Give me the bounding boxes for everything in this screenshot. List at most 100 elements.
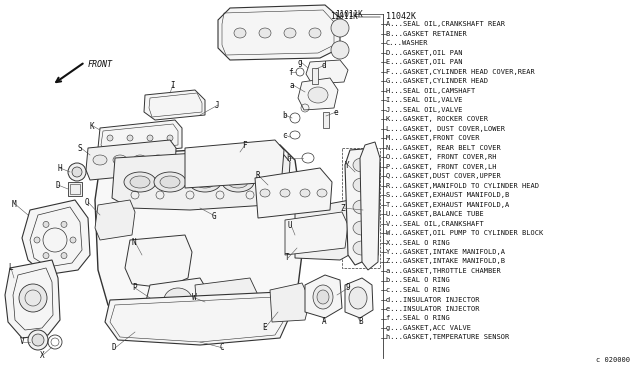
Ellipse shape (353, 200, 371, 214)
Bar (70, 184, 80, 194)
Text: F: F (242, 141, 246, 150)
Text: c 020000: c 020000 (596, 357, 630, 363)
Text: Y: Y (345, 160, 349, 170)
Ellipse shape (331, 41, 349, 59)
Text: M...GASKET,FRONT COVER: M...GASKET,FRONT COVER (386, 135, 479, 141)
Ellipse shape (107, 135, 113, 141)
Ellipse shape (127, 135, 133, 141)
Text: D: D (112, 343, 116, 353)
Ellipse shape (147, 135, 153, 141)
Ellipse shape (68, 163, 86, 181)
Ellipse shape (309, 28, 321, 38)
Ellipse shape (284, 28, 296, 38)
Ellipse shape (32, 334, 44, 346)
Text: H: H (57, 164, 61, 173)
Text: e...INSULATOR INJECTOR: e...INSULATOR INJECTOR (386, 306, 479, 312)
Ellipse shape (133, 155, 147, 165)
Text: 11011K: 11011K (330, 12, 358, 21)
Text: V...SEAL OIL,CRANKSHAFT: V...SEAL OIL,CRANKSHAFT (386, 221, 484, 227)
Polygon shape (255, 168, 332, 218)
Text: X: X (40, 350, 45, 359)
Ellipse shape (234, 28, 246, 38)
Polygon shape (285, 212, 348, 255)
Polygon shape (98, 120, 182, 156)
Ellipse shape (19, 284, 47, 312)
Polygon shape (86, 140, 176, 180)
Polygon shape (305, 275, 342, 318)
Polygon shape (345, 278, 373, 318)
Ellipse shape (228, 176, 248, 188)
Polygon shape (295, 200, 360, 260)
Text: S: S (78, 144, 83, 153)
Text: T: T (285, 253, 290, 263)
Polygon shape (195, 278, 258, 320)
Polygon shape (145, 278, 210, 325)
Ellipse shape (280, 189, 290, 197)
Text: X...SEAL O RING: X...SEAL O RING (386, 240, 450, 246)
Text: D: D (55, 180, 60, 189)
Text: J: J (215, 100, 220, 109)
Text: T...GASKET,EXHAUST MANIFOLD,A: T...GASKET,EXHAUST MANIFOLD,A (386, 202, 509, 208)
Text: K...GASKET, ROCKER COVER: K...GASKET, ROCKER COVER (386, 116, 488, 122)
Text: A: A (322, 317, 326, 327)
Text: K: K (90, 122, 95, 131)
Polygon shape (185, 140, 284, 188)
Ellipse shape (164, 288, 192, 312)
Text: A...SEAL OIL,CRANKSHAFT REAR: A...SEAL OIL,CRANKSHAFT REAR (386, 21, 505, 27)
Polygon shape (95, 145, 305, 330)
Text: c...SEAL O RING: c...SEAL O RING (386, 287, 450, 293)
Polygon shape (22, 200, 90, 275)
Polygon shape (105, 292, 288, 345)
Text: J...SEAL OIL,VALVE: J...SEAL OIL,VALVE (386, 106, 463, 112)
Text: Q...GASKET,DUST COVER,UPPER: Q...GASKET,DUST COVER,UPPER (386, 173, 500, 179)
Ellipse shape (353, 178, 371, 192)
Ellipse shape (353, 241, 371, 255)
Text: h...GASKET,TEMPERATURE SENSOR: h...GASKET,TEMPERATURE SENSOR (386, 334, 509, 340)
Text: f: f (288, 67, 292, 77)
Text: F...GASKET,CYLINDER HEAD COVER,REAR: F...GASKET,CYLINDER HEAD COVER,REAR (386, 68, 535, 74)
Ellipse shape (298, 225, 312, 235)
Ellipse shape (317, 189, 327, 197)
Text: 9: 9 (345, 283, 349, 292)
Text: B: B (358, 317, 363, 327)
Ellipse shape (331, 225, 345, 235)
Text: D...GASKET,OIL PAN: D...GASKET,OIL PAN (386, 49, 463, 55)
Text: a: a (290, 80, 294, 90)
Ellipse shape (113, 155, 127, 165)
Text: Z...GASKET,INTAKE MANIFOLD,B: Z...GASKET,INTAKE MANIFOLD,B (386, 259, 505, 264)
Text: 11011K: 11011K (335, 10, 363, 19)
Ellipse shape (317, 290, 329, 304)
Text: b: b (282, 110, 287, 119)
Text: N: N (132, 237, 136, 247)
Text: G: G (212, 212, 216, 221)
Ellipse shape (308, 87, 328, 103)
Polygon shape (345, 148, 380, 265)
Bar (323, 112, 329, 128)
Bar (68, 182, 82, 196)
Ellipse shape (331, 19, 349, 37)
Ellipse shape (154, 172, 186, 192)
Ellipse shape (70, 237, 76, 243)
Polygon shape (144, 90, 205, 120)
Ellipse shape (349, 287, 367, 309)
Bar (312, 68, 318, 84)
Ellipse shape (353, 158, 371, 172)
Text: b...SEAL O RING: b...SEAL O RING (386, 278, 450, 283)
Text: R: R (255, 170, 260, 180)
Text: W: W (192, 294, 196, 302)
Text: Y...GASKET,INTAKE MANIFOLD,A: Y...GASKET,INTAKE MANIFOLD,A (386, 249, 505, 255)
Ellipse shape (222, 172, 254, 192)
Polygon shape (112, 148, 290, 210)
Ellipse shape (160, 176, 180, 188)
Text: W...GASKET,OIL PUMP TO CYLINDER BLOCK: W...GASKET,OIL PUMP TO CYLINDER BLOCK (386, 230, 543, 236)
Text: R...GASKET,MANIFOLD TO CYLINDER HEAD: R...GASKET,MANIFOLD TO CYLINDER HEAD (386, 183, 539, 189)
Text: 11042K: 11042K (386, 12, 416, 21)
Polygon shape (360, 142, 380, 270)
Ellipse shape (259, 28, 271, 38)
Text: P: P (132, 283, 136, 292)
Text: I...SEAL OIL,VALVE: I...SEAL OIL,VALVE (386, 97, 463, 103)
Text: C: C (220, 343, 225, 353)
Text: I: I (170, 80, 175, 90)
Text: d...INSULATOR INJECTOR: d...INSULATOR INJECTOR (386, 296, 479, 302)
Text: c: c (282, 131, 287, 140)
